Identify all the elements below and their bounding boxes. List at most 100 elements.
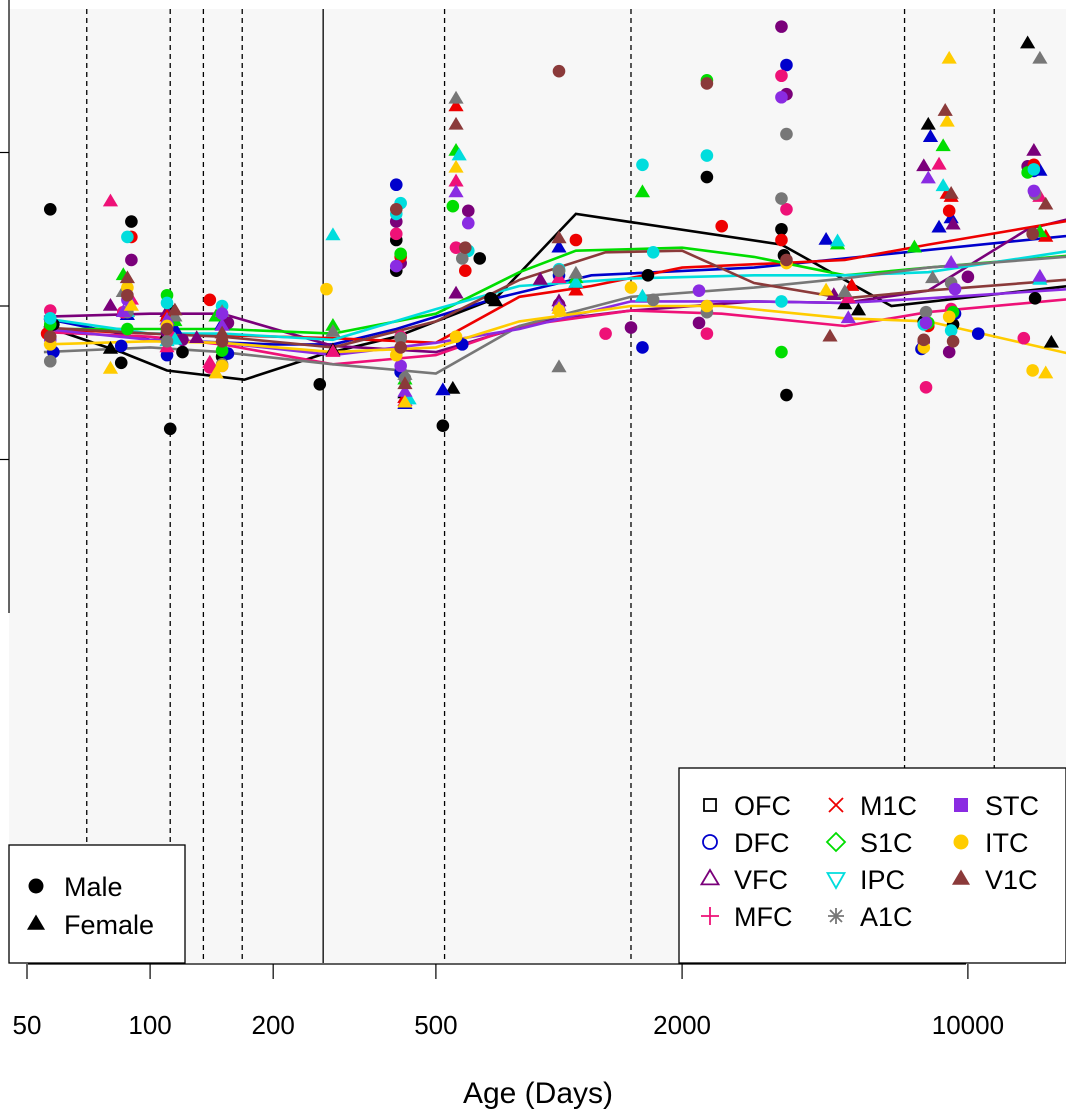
- point-male-v1c: [552, 64, 566, 78]
- point-female-vfc: [945, 216, 961, 230]
- point-female-a1c: [1032, 50, 1048, 64]
- point-female-stc: [840, 310, 856, 324]
- point-male-stc: [692, 284, 706, 297]
- point-female-itc: [818, 282, 834, 296]
- point-female-a1c: [925, 270, 941, 284]
- gender-legend: Male Female: [8, 844, 186, 964]
- point-male-mfc: [919, 381, 933, 394]
- point-male-ofc: [176, 345, 189, 359]
- point-male-ipc: [1027, 163, 1041, 176]
- point-female-stc: [214, 317, 230, 331]
- x-tick-label: 2000: [653, 1010, 711, 1040]
- point-female-ofc: [850, 302, 867, 316]
- legend-region-label: M1C: [860, 791, 917, 821]
- point-male-v1c: [700, 77, 714, 90]
- point-female-itc: [397, 394, 413, 408]
- ipc-legend-icon: [825, 872, 847, 890]
- point-male-a1c: [160, 335, 174, 348]
- region-legend: OFC DFC VFC MFC M1C S1C IPC A1C STC ITC V1C: [678, 767, 1066, 964]
- point-male-v1c: [780, 253, 793, 267]
- point-male-mfc: [449, 241, 463, 254]
- point-male-stc: [919, 316, 933, 330]
- region-legend-box: [678, 767, 1066, 964]
- point-female-mfc: [931, 156, 947, 170]
- point-male-v1c: [121, 288, 134, 302]
- point-male-a1c: [552, 264, 566, 277]
- point-female-v1c: [943, 185, 959, 199]
- point-male-ofc: [313, 377, 327, 391]
- point-female-m1c: [844, 278, 860, 291]
- point-male-a1c: [455, 252, 469, 265]
- legend-region-label: MFC: [734, 902, 792, 932]
- point-female-ofc: [1043, 334, 1059, 348]
- point-female-v1c: [214, 325, 230, 339]
- point-male-ofc: [780, 388, 793, 402]
- point-female-stc: [448, 184, 464, 198]
- point-female-ofc: [1020, 35, 1036, 49]
- point-male-stc: [775, 90, 788, 104]
- point-female-ipc: [935, 178, 951, 192]
- point-female-itc: [102, 360, 119, 374]
- point-male-ofc: [114, 356, 128, 370]
- point-male-ipc: [775, 295, 788, 308]
- x-tick-label: 500: [414, 1010, 457, 1040]
- point-male-a1c: [43, 354, 57, 368]
- point-male-vfc: [692, 316, 706, 330]
- point-male-dfc: [636, 341, 649, 354]
- point-male-dfc: [114, 339, 128, 353]
- point-male-stc: [394, 359, 407, 373]
- legend-region-label: IPC: [860, 865, 905, 895]
- point-female-v1c: [397, 376, 413, 390]
- point-male-v1c: [917, 333, 931, 347]
- point-female-mfc: [102, 193, 119, 207]
- point-female-s1c: [906, 239, 923, 253]
- point-male-stc: [389, 259, 403, 273]
- point-male-ofc: [436, 419, 450, 433]
- point-male-v1c: [43, 330, 57, 344]
- point-female-ofc: [488, 293, 504, 307]
- point-male-dfc: [780, 58, 793, 72]
- point-male-itc: [942, 310, 956, 324]
- point-male-a1c: [775, 192, 788, 205]
- point-male-m1c: [458, 264, 472, 277]
- legend-region-label: ITC: [985, 828, 1029, 858]
- point-female-v1c: [448, 116, 464, 130]
- point-male-ipc: [636, 158, 649, 172]
- point-female-ipc: [325, 227, 341, 241]
- legend-region-label: VFC: [734, 865, 788, 895]
- point-female-vfc: [532, 271, 548, 285]
- point-male-ipc: [43, 311, 57, 325]
- point-female-itc: [551, 301, 567, 314]
- point-male-vfc: [624, 321, 638, 334]
- point-male-itc: [215, 359, 229, 373]
- point-male-dfc: [389, 178, 403, 192]
- point-male-v1c: [394, 341, 407, 354]
- point-female-mfc: [448, 173, 464, 187]
- point-male-m1c: [569, 233, 583, 247]
- point-male-mfc: [780, 202, 793, 216]
- point-male-a1c: [646, 293, 660, 307]
- point-male-dfc: [971, 327, 985, 340]
- fit-line-a1c: [43, 255, 1066, 375]
- point-female-stc: [115, 304, 131, 317]
- point-male-v1c: [1026, 227, 1039, 241]
- legend-region-label: DFC: [734, 828, 790, 858]
- y-ticks: [0, 151, 9, 461]
- point-male-ofc: [125, 215, 138, 228]
- legend-female-icon: [26, 914, 46, 930]
- point-female-itc: [1038, 365, 1054, 379]
- point-male-stc: [948, 282, 962, 296]
- vfc-legend-icon: [699, 868, 721, 886]
- point-female-v1c: [937, 103, 953, 116]
- point-female-mfc: [325, 344, 341, 357]
- point-female-ofc: [102, 340, 119, 354]
- point-male-mfc: [775, 69, 788, 83]
- point-male-m1c: [203, 293, 217, 307]
- point-male-itc: [449, 330, 463, 344]
- point-female-stc: [920, 170, 936, 184]
- point-male-ipc: [700, 149, 714, 162]
- point-male-v1c: [946, 335, 960, 348]
- point-female-ipc: [634, 288, 651, 302]
- point-female-v1c: [1038, 196, 1054, 210]
- x-tick-label: 200: [251, 1010, 294, 1040]
